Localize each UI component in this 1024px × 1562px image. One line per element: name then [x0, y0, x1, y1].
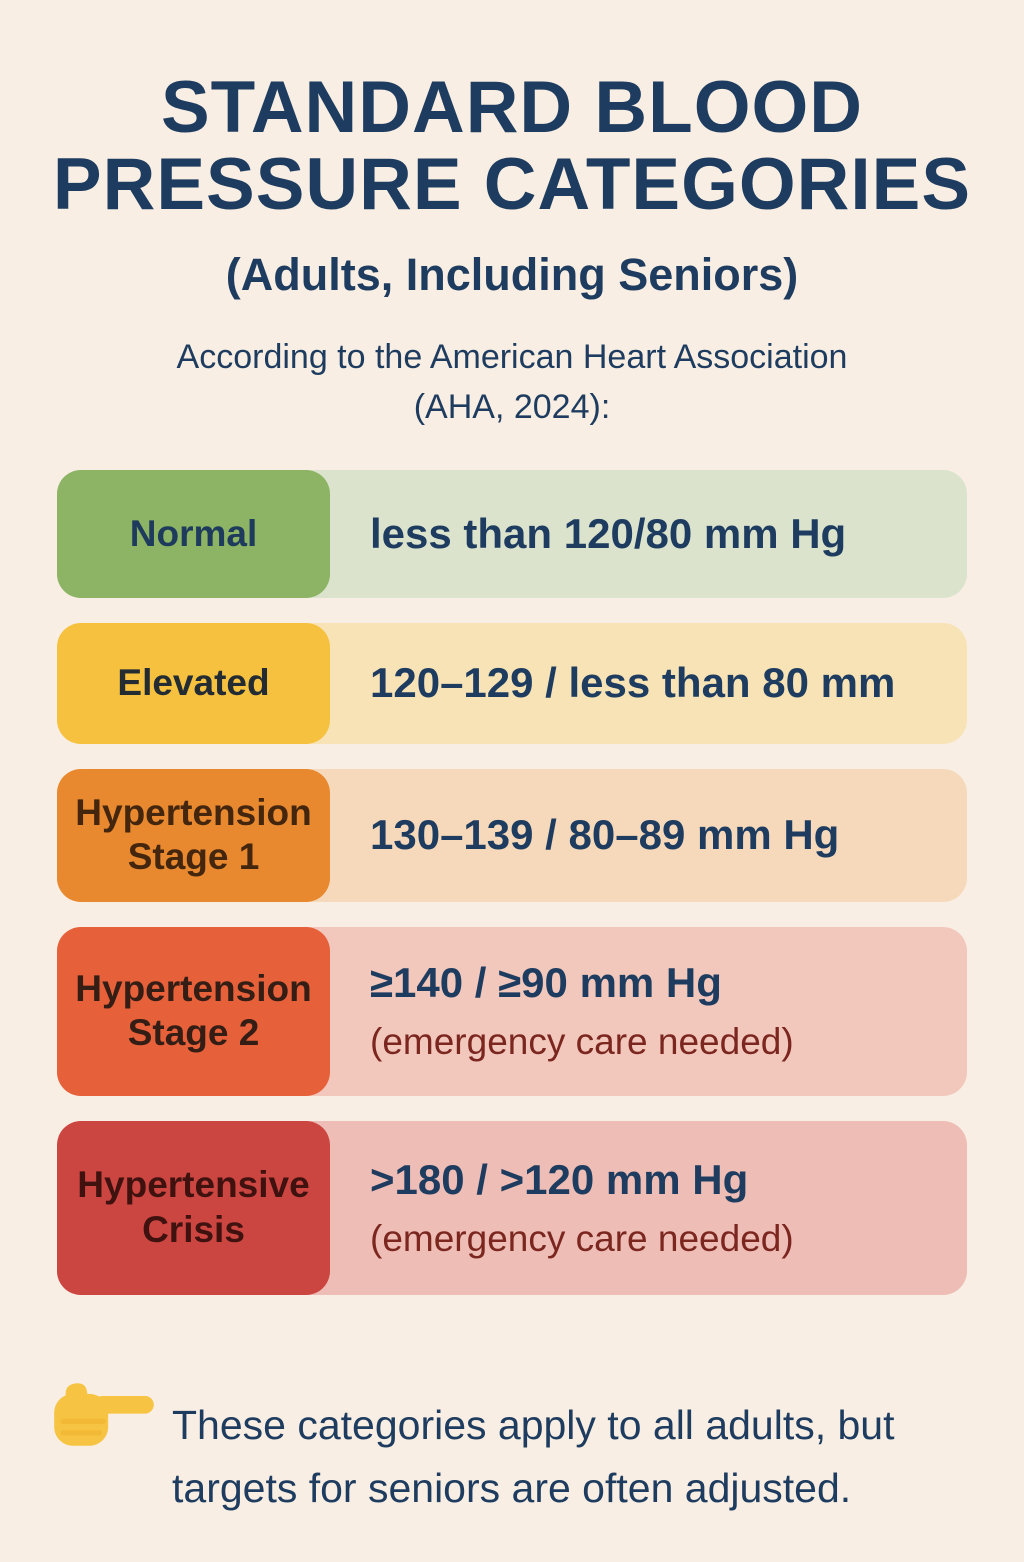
pointing-right-hand-icon [54, 1383, 154, 1446]
title-line-2: PRESSURE CATEGORIES [52, 143, 972, 225]
bp-range: 130–139 / 80–89 mm Hg [370, 811, 840, 859]
footer-note: These categories apply to all adults, bu… [52, 1353, 964, 1562]
page-subtitle: (Adults, Including Seniors) [225, 249, 799, 301]
attribution-line-1: According to the American Heart Associat… [176, 338, 848, 377]
title-line-1: STANDARD BLOOD [160, 67, 864, 148]
page-title: STANDARD BLOOD PRESSURE CATEGORIES [0, 67, 1024, 225]
bp-range: 120–129 / less than 80 mm [370, 659, 896, 707]
bp-range: >180 / >120 mm Hg [370, 1155, 749, 1203]
bp-note: (emergency care needed) [370, 1217, 794, 1259]
category-label: Elevated [57, 622, 330, 744]
category-label: Normal [57, 469, 330, 598]
attribution-line-2: (AHA, 2024): [413, 387, 611, 426]
category-label: Hypertension Stage 1 [57, 768, 330, 902]
attribution: According to the American Heart Associat… [0, 333, 1024, 432]
bp-range: ≥140 / ≥90 mm Hg [370, 959, 722, 1007]
header: STANDARD BLOOD PRESSURE CATEGORIES (Adul… [0, 0, 1024, 432]
table-row-elevated: Elevated 120–129 / less than 80 mm [57, 622, 967, 744]
footer-text: These categories apply to all adults, bu… [172, 1401, 895, 1512]
bp-note: (emergency care needed) [370, 1021, 794, 1063]
table-row-hypertensive-crisis: Hypertensive Crisis >180 / >120 mm Hg (e… [57, 1120, 967, 1295]
table-row-normal: Normal less than 120/80 mm Hg [57, 469, 967, 598]
category-value: >180 / >120 mm Hg (emergency care needed… [330, 1121, 967, 1295]
blood-pressure-table: Normal less than 120/80 mm Hg Elevated 1… [57, 469, 967, 1295]
bp-range: less than 120/80 mm Hg [370, 509, 847, 557]
table-row-hypertension-stage-1: Hypertension Stage 1 130–139 / 80–89 mm … [57, 768, 967, 902]
category-label: Hypertension Stage 2 [57, 926, 330, 1096]
category-value: 130–139 / 80–89 mm Hg [330, 769, 967, 902]
category-value: ≥140 / ≥90 mm Hg (emergency care needed) [330, 927, 967, 1096]
category-value: 120–129 / less than 80 mm [330, 623, 967, 744]
category-value: less than 120/80 mm Hg [330, 470, 967, 598]
table-row-hypertension-stage-2: Hypertension Stage 2 ≥140 / ≥90 mm Hg (e… [57, 926, 967, 1096]
category-label: Hypertensive Crisis [57, 1120, 330, 1295]
